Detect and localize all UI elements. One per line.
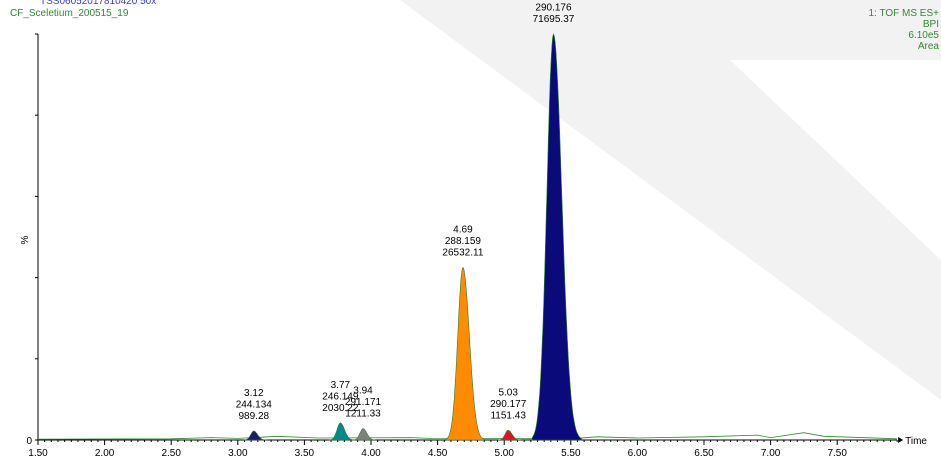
peak-area-label: 71695.37 xyxy=(533,14,575,25)
peak-area xyxy=(498,429,521,441)
peak-mz-label: 291.171 xyxy=(345,397,382,408)
peak-area-label: 1151.43 xyxy=(490,410,526,421)
peak-rt-label: 3.94 xyxy=(353,386,373,397)
x-tick-label: 4.00 xyxy=(361,448,381,458)
scale-label: 6.10e5 xyxy=(908,30,939,41)
peak-area xyxy=(243,430,267,441)
peak-rt-label: 3.77 xyxy=(331,380,351,391)
peak-area-label: 1211.33 xyxy=(345,409,381,420)
peak-area xyxy=(329,422,356,441)
function-label: 1: TOF MS ES+ xyxy=(868,8,940,19)
x-axis-label: Time xyxy=(905,436,927,447)
y-tick-label: 0 xyxy=(26,436,32,447)
sample-id-label: TSS06052017810420 50x xyxy=(40,0,157,7)
trace-label: BPI xyxy=(922,19,939,30)
peak-labels: 3.12244.134989.283.77246.1492030.223.942… xyxy=(236,0,575,422)
peak-mz-label: 244.134 xyxy=(236,400,273,411)
background-wedge-shape-2 xyxy=(730,60,941,260)
y-axis-label: % xyxy=(20,235,31,244)
peak-area-label: 2030.22 xyxy=(322,403,359,414)
x-tick-label: 2.50 xyxy=(161,448,181,458)
x-tick-label: 3.00 xyxy=(228,448,248,458)
peak-area-label: 26532.11 xyxy=(442,247,483,258)
x-tick-label: 7.50 xyxy=(827,448,847,458)
sample-name-label: CF_Sceletium_200515_19 xyxy=(10,8,129,19)
peak-rt-label: 4.69 xyxy=(453,224,473,235)
peaks xyxy=(243,33,582,441)
x-tick-label: 2.00 xyxy=(95,448,115,458)
peak-rt-label: 5.03 xyxy=(498,387,518,398)
peak-rt-label: 5.37 xyxy=(544,0,564,2)
x-tick-label: 5.50 xyxy=(561,448,581,458)
peak-mz-label: 288.159 xyxy=(445,236,482,247)
x-tick-label: 4.50 xyxy=(428,448,448,458)
peak-area-label: 989.28 xyxy=(238,411,269,422)
mode-label: Area xyxy=(917,41,939,52)
x-tick-label: 7.00 xyxy=(761,448,781,458)
peak-area xyxy=(352,428,376,441)
peak-mz-label: 290.177 xyxy=(490,399,527,410)
x-tick-label: 6.50 xyxy=(694,448,714,458)
baseline-trace xyxy=(37,432,898,440)
x-tick-label: 1.50 xyxy=(28,448,48,458)
baseline-line xyxy=(37,432,898,440)
peak-mz-label: 246.149 xyxy=(322,391,359,402)
peak-mz-label: 290.176 xyxy=(535,3,572,14)
peak-area xyxy=(446,266,485,441)
x-tick-label: 5.00 xyxy=(494,448,514,458)
x-tick-label: 3.50 xyxy=(295,448,315,458)
x-axis-arrow xyxy=(898,437,904,443)
peak-area xyxy=(531,33,582,441)
x-tick-label: 6.00 xyxy=(628,448,648,458)
peak-rt-label: 3.12 xyxy=(244,388,264,399)
